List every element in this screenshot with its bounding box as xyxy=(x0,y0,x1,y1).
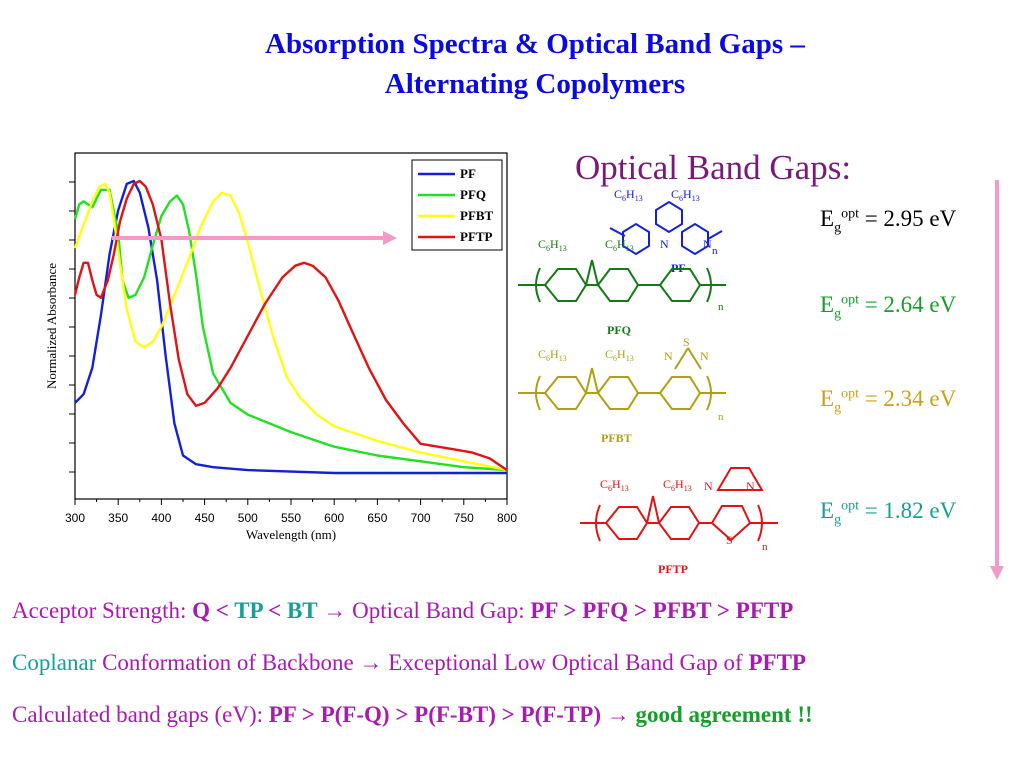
eg-symbol: E xyxy=(820,498,835,523)
pfbt-structure xyxy=(518,347,726,411)
pftp-n-atom-1: N xyxy=(704,479,713,493)
pfq-label: PFQ xyxy=(607,323,631,337)
legend-label-pf: PF xyxy=(460,166,476,181)
pfq-structure xyxy=(518,259,726,303)
pfbt-n-atom-1: N xyxy=(664,349,673,363)
eg-sup: opt xyxy=(841,386,859,402)
bullet-calculated: Calculated band gaps (eV): PF > P(F-Q) >… xyxy=(12,702,813,728)
series-line-pf xyxy=(74,179,507,475)
pfbt-label: PFBT xyxy=(601,431,632,445)
pftp-n-subscript: n xyxy=(762,541,768,553)
x-tick-label: 350 xyxy=(108,511,128,525)
pfq-alkyl-2: C6H13 xyxy=(605,237,634,253)
x-tick-label: 600 xyxy=(324,511,344,525)
bullet1-lead: Acceptor Strength: xyxy=(12,598,193,623)
pf-alkyl-2: C6H13 xyxy=(671,187,700,203)
bullet2-coplanar: Coplanar xyxy=(12,650,97,675)
pfbt-alkyl-2: C6H13 xyxy=(605,347,634,363)
eg-value: = 2.34 eV xyxy=(858,386,957,411)
legend-label-pftp: PFTP xyxy=(460,229,493,244)
bullet3-arrow: → xyxy=(601,702,636,727)
eg-sub: g xyxy=(834,306,842,322)
pftp-label: PFTP xyxy=(658,562,688,576)
eg-value: = 2.95 eV xyxy=(858,206,957,231)
chart-series-group xyxy=(73,179,508,475)
chart-axes: 300 350 400 450 500 550 600 650 700 750 800 Wavelen… xyxy=(44,152,517,542)
bullet1-q: Q xyxy=(192,598,211,623)
pftp-alkyl-1: C6H13 xyxy=(600,477,629,493)
eg-sup: opt xyxy=(841,206,859,222)
x-tick-label: 550 xyxy=(281,511,301,525)
bullet1-arrow: → Optical Band Gap: xyxy=(317,598,531,623)
x-tick-label: 650 xyxy=(367,511,387,525)
bullet-coplanar: Coplanar Conformation of Backbone → Exce… xyxy=(12,650,806,676)
x-tick-label: 750 xyxy=(454,511,474,525)
pf-n-subscript: n xyxy=(712,245,718,257)
pf-n-atom-1: N xyxy=(660,237,669,251)
bullet1-tp: TP xyxy=(234,598,263,623)
pink-trend-arrow-head xyxy=(383,231,397,245)
eg-sub: g xyxy=(834,512,842,528)
pfbt-n-atom-2: N xyxy=(700,349,709,363)
eg-value: = 2.64 eV xyxy=(858,292,957,317)
pf-structure xyxy=(609,200,723,256)
x-tick-label: 800 xyxy=(497,511,517,525)
bullet3-lead: Calculated band gaps (eV): xyxy=(12,702,269,727)
x-tick-label: 400 xyxy=(151,511,171,525)
band-gap-heading: Optical Band Gaps: xyxy=(575,148,852,187)
pfbt-alkyl-1: C6H13 xyxy=(538,347,567,363)
pfq-n-subscript: n xyxy=(718,301,724,313)
bullet1-order: PF > PFQ > PFBT > PFTP xyxy=(530,598,794,623)
eg-sub: g xyxy=(834,400,842,416)
eg-symbol: E xyxy=(820,206,835,231)
pf-alkyl-1: C6H13 xyxy=(614,187,643,203)
bullet1-bt: BT xyxy=(286,598,318,623)
series-line-pftp xyxy=(73,179,508,472)
series-line-pfq xyxy=(73,188,508,472)
pfbt-s-atom: S xyxy=(683,335,690,349)
eg-value: = 1.82 eV xyxy=(858,498,957,523)
pf-n-atom-2: N xyxy=(703,237,712,251)
bullet1-lt1: < xyxy=(210,598,235,623)
eg-symbol: E xyxy=(820,386,835,411)
pftp-structure xyxy=(580,467,778,542)
pftp-n-atom-2: N xyxy=(746,479,755,493)
bullet-acceptor-strength: Acceptor Strength: Q < TP < BT → Optical… xyxy=(12,598,793,624)
pfq-alkyl-1: C6H13 xyxy=(538,237,567,253)
slide-title-line-1: Absorption Spectra & Optical Band Gaps – xyxy=(265,28,805,60)
bullet2-pftp: PFTP xyxy=(748,650,806,675)
y-axis-label: Normalized Absorbance xyxy=(44,263,59,389)
x-tick-label: 300 xyxy=(65,511,85,525)
x-tick-label: 450 xyxy=(195,511,215,525)
x-tick-label: 500 xyxy=(238,511,258,525)
chart-legend: PF PFQ PFBT PFTP xyxy=(411,159,503,251)
x-tick-label: 700 xyxy=(411,511,431,525)
pftp-s-atom: S xyxy=(726,533,733,547)
x-axis-label: Wavelength (nm) xyxy=(246,527,336,542)
bullet3-order: PF > P(F-Q) > P(F-BT) > P(F-TP) xyxy=(268,702,602,727)
bullet3-agreement: good agreement !! xyxy=(635,702,813,727)
pfbt-n-subscript: n xyxy=(718,411,724,423)
bullet2-text: Conformation of Backbone → Exceptional L… xyxy=(96,650,749,675)
pftp-alkyl-2: C6H13 xyxy=(663,477,692,493)
band-gap-pftp: Egopt = 1.82 eV xyxy=(820,498,956,529)
pink-bandgap-arrow-head xyxy=(990,566,1004,580)
legend-label-pfq: PFQ xyxy=(460,187,486,202)
legend-label-pfbt: PFBT xyxy=(460,208,494,223)
band-gap-pf: Egopt = 2.95 eV xyxy=(820,206,956,237)
band-gap-pfbt: Egopt = 2.34 eV xyxy=(820,386,956,417)
eg-sup: opt xyxy=(841,292,859,308)
eg-sup: opt xyxy=(841,498,859,514)
eg-sub: g xyxy=(834,220,842,236)
slide-title-line-2: Alternating Copolymers xyxy=(384,68,686,100)
band-gap-pfq: Egopt = 2.64 eV xyxy=(820,292,956,323)
eg-symbol: E xyxy=(820,292,835,317)
bullet1-lt2: < xyxy=(262,598,287,623)
series-line-pfbt xyxy=(73,182,508,472)
